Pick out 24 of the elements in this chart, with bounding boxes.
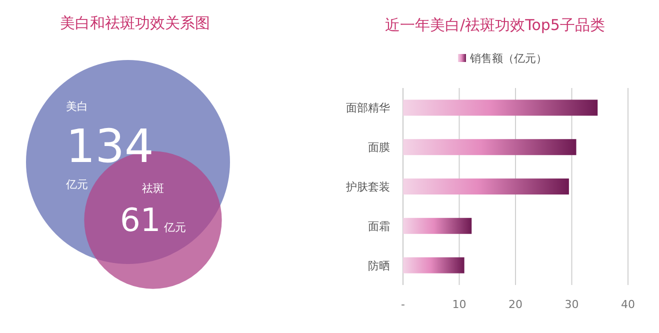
bar <box>403 139 576 156</box>
x-tick-label: 20 <box>508 298 522 311</box>
bar <box>403 178 569 194</box>
data-label: 61 <box>120 201 161 239</box>
data-label: 134 <box>66 119 154 173</box>
x-tick-label: 30 <box>564 298 579 311</box>
legend-label: 销售额（亿元） <box>469 52 547 65</box>
x-tick-label: - <box>401 298 406 311</box>
y-tick-label: 面膜 <box>368 141 390 154</box>
x-tick-label: 40 <box>621 298 635 311</box>
bar <box>403 257 464 274</box>
bar <box>403 100 598 116</box>
y-tick-label: 面部精华 <box>346 102 390 115</box>
text: 美白和祛斑功效关系图 <box>60 14 210 32</box>
category-label: 祛斑 <box>142 182 164 195</box>
bar <box>403 218 472 234</box>
text: 亿元 <box>163 221 186 234</box>
y-tick-label: 防晒 <box>368 259 390 272</box>
chart-title: 近一年美白/祛斑功效Top5子品类 <box>385 16 605 34</box>
x-tick-label: 10 <box>452 298 466 311</box>
y-tick-label: 面霜 <box>368 220 390 233</box>
text: 亿元 <box>65 178 88 191</box>
category-label: 美白 <box>66 100 88 113</box>
y-tick-label: 护肤套装 <box>345 180 390 194</box>
